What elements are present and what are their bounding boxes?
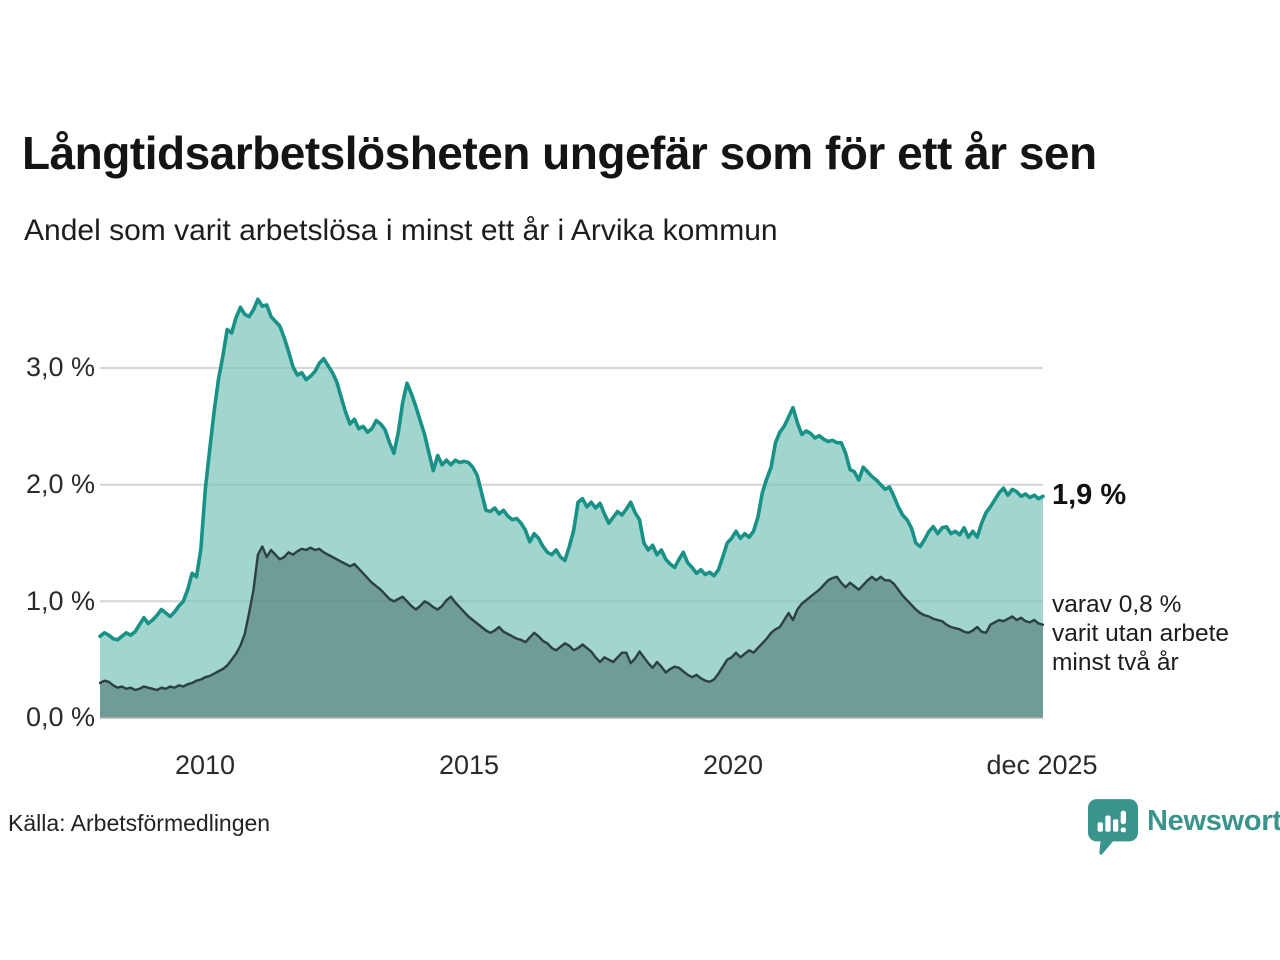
newsworthy-icon xyxy=(1088,799,1138,855)
source-attribution: Källa: Arbetsförmedlingen xyxy=(8,810,271,836)
y-axis-tick-0: 0,0 % xyxy=(25,702,95,732)
x-axis-tick-dec-2025: dec 2025 xyxy=(986,750,1098,780)
x-axis-tick-2020: 2020 xyxy=(703,750,764,780)
x-axis-tick-2015: 2015 xyxy=(439,750,500,780)
y-axis-tick-2: 2,0 % xyxy=(25,469,95,499)
latest-value-label: 1,9 % xyxy=(1052,479,1127,511)
secondary-series-label: varav 0,8 % varit utan arbete minst två … xyxy=(1052,591,1230,676)
page-subtitle: Andel som varit arbetslösa i minst ett å… xyxy=(24,214,778,247)
brand-wordmark: Newsworthy xyxy=(1147,805,1280,837)
x-axis-tick-2010: 2010 xyxy=(175,750,236,780)
y-axis-tick-3: 3,0 % xyxy=(25,352,95,382)
stacked-area-chart xyxy=(98,297,1045,719)
page-title: Långtidsarbetslösheten ungefär som för e… xyxy=(22,127,1097,179)
brand-logo-lockup: Newsworthy xyxy=(1088,799,1280,855)
y-axis-tick-1: 1,0 % xyxy=(25,586,95,616)
